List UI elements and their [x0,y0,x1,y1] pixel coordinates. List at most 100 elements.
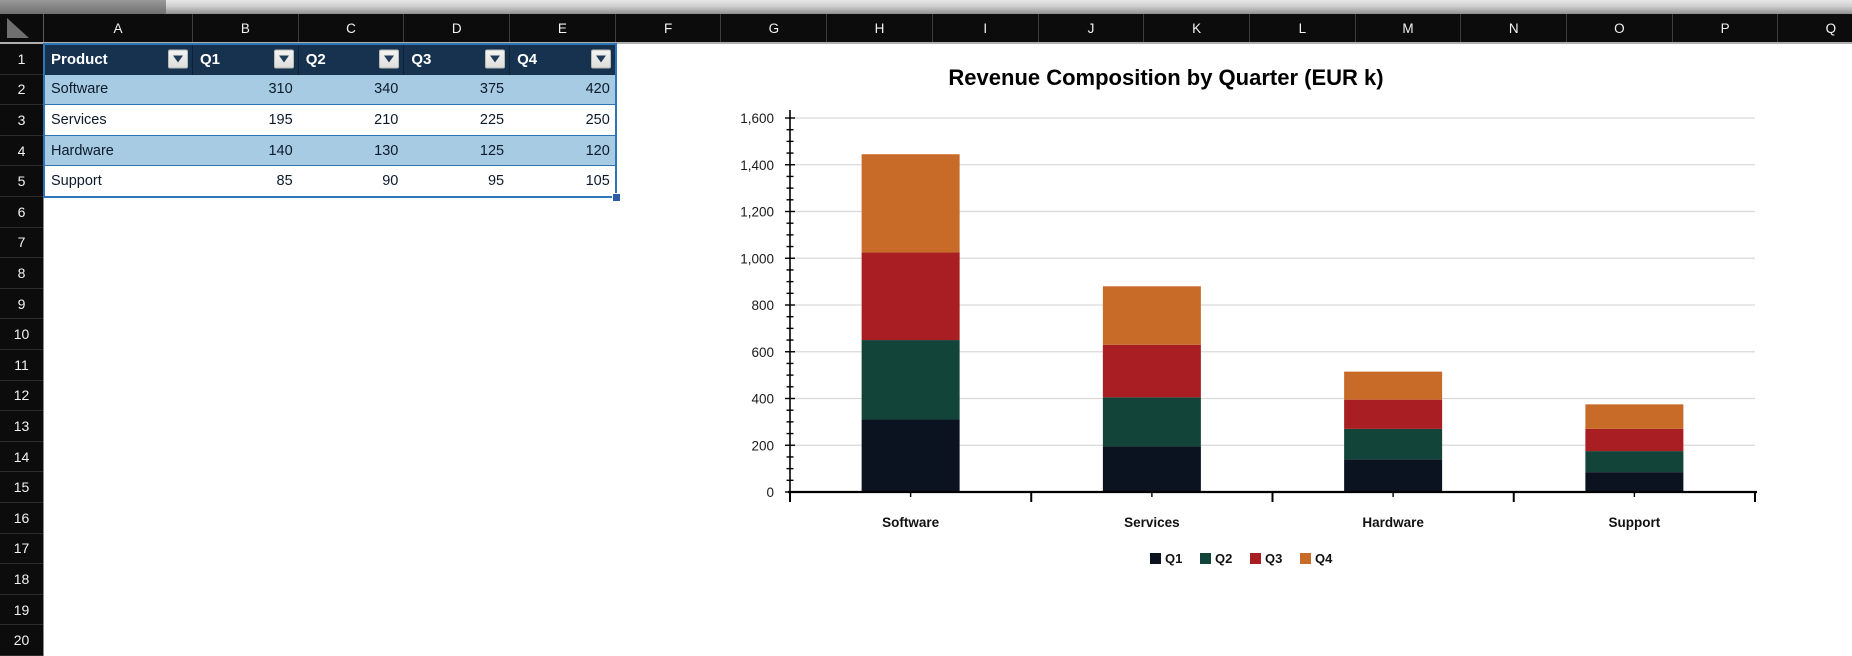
filter-dropdown-button[interactable] [379,49,400,69]
row-header-5[interactable]: 5 [0,166,43,197]
table-cell-value[interactable]: 210 [298,105,405,136]
column-header-O[interactable]: O [1567,14,1673,42]
y-axis-label: 400 [751,392,774,407]
table-cell-product[interactable]: Services [44,105,193,136]
row-header-4[interactable]: 4 [0,136,43,167]
row-header-9[interactable]: 9 [0,289,43,320]
filter-dropdown-button[interactable] [590,49,611,69]
row-header-18[interactable]: 18 [0,564,43,595]
filter-dropdown-button[interactable] [168,49,188,69]
bar-segment-services-q1 [1102,446,1201,492]
table-header-label: Q1 [200,50,221,68]
column-header-E[interactable]: E [510,14,616,42]
table-cell-product[interactable]: Hardware [44,135,193,167]
y-axis-label: 1,600 [740,111,774,126]
y-axis-label: 800 [751,298,774,313]
chevron-down-icon [173,55,183,63]
bar-segment-support-q1 [1585,472,1684,492]
column-header-K[interactable]: K [1144,14,1250,42]
column-header-L[interactable]: L [1250,14,1356,42]
table-header-cell-q1[interactable]: Q1 [193,44,299,75]
legend-swatch-q2 [1200,553,1211,564]
table-cell-value[interactable]: 225 [404,105,511,136]
x-axis-category-label: Support [1609,515,1661,530]
bar-segment-services-q2 [1102,397,1201,447]
row-header-17[interactable]: 17 [0,534,43,565]
row-header-7[interactable]: 7 [0,228,43,259]
bar-segment-hardware-q2 [1344,428,1443,460]
bar-segment-support-q4 [1585,404,1684,429]
legend-swatch-q3 [1250,553,1261,564]
y-axis-label: 0 [766,485,774,500]
row-header-12[interactable]: 12 [0,381,43,412]
bar-segment-support-q2 [1585,451,1684,473]
filter-dropdown-button[interactable] [273,49,294,69]
row-header-3[interactable]: 3 [0,105,43,136]
column-header-F[interactable]: F [616,14,722,42]
legend-label-q4: Q4 [1315,551,1333,566]
column-header-J[interactable]: J [1039,14,1145,42]
y-axis-label: 1,400 [740,158,774,173]
y-axis-label: 1,200 [740,205,774,220]
column-header-B[interactable]: B [193,14,299,42]
column-header-C[interactable]: C [299,14,405,42]
table-cell-value[interactable]: 90 [298,166,405,197]
legend-label-q1: Q1 [1165,551,1182,566]
table-cell-value[interactable]: 95 [404,166,511,197]
row-header-13[interactable]: 13 [0,411,43,442]
column-header-I[interactable]: I [933,14,1039,42]
column-header-A[interactable]: A [44,14,193,42]
column-header-P[interactable]: P [1673,14,1779,42]
table-cell-value[interactable]: 420 [510,74,616,106]
row-header-20[interactable]: 20 [0,625,43,656]
row-header-10[interactable]: 10 [0,319,43,350]
column-header-M[interactable]: M [1356,14,1462,42]
row-header-11[interactable]: 11 [0,350,43,381]
table-cell-value[interactable]: 375 [404,74,511,106]
legend-swatch-q1 [1150,553,1161,564]
chevron-down-icon [595,55,606,63]
bar-segment-software-q1 [861,419,960,492]
legend-label-q2: Q2 [1215,551,1232,566]
table-header-cell-q4[interactable]: Q4 [510,44,616,75]
table-cell-value[interactable]: 105 [510,166,616,197]
column-header-N[interactable]: N [1461,14,1568,42]
table-cell-value[interactable]: 130 [298,135,405,167]
table-cell-value[interactable]: 310 [193,74,299,106]
row-header-16[interactable]: 16 [0,503,43,534]
bar-segment-services-q4 [1102,286,1201,345]
row-header-6[interactable]: 6 [0,197,43,228]
chart-title: Revenue Composition by Quarter (EUR k) [948,65,1383,90]
table-cell-value[interactable]: 195 [193,105,299,136]
column-header-G[interactable]: G [722,14,828,42]
table-cell-value[interactable]: 250 [510,105,616,136]
select-all-triangle-icon [7,18,29,38]
table-cell-product[interactable]: Support [44,166,193,197]
table-header-cell-q2[interactable]: Q2 [298,44,405,75]
table-cell-value[interactable]: 340 [298,74,405,106]
fill-handle[interactable] [611,193,621,202]
row-header-1[interactable]: 1 [0,44,43,75]
bar-segment-software-q4 [861,154,960,253]
table-header-cell-q3[interactable]: Q3 [404,44,511,75]
table-cell-product[interactable]: Software [44,74,193,106]
column-header-D[interactable]: D [404,14,511,42]
table-cell-value[interactable]: 140 [193,135,299,167]
table-cell-value[interactable]: 125 [404,135,511,167]
row-header-15[interactable]: 15 [0,472,43,503]
table-cell-value[interactable]: 85 [193,166,299,197]
bar-segment-software-q2 [861,340,960,420]
chevron-down-icon [278,55,289,63]
select-all-corner[interactable] [0,14,44,42]
filter-dropdown-button[interactable] [485,49,506,69]
column-header-H[interactable]: H [827,14,933,42]
row-header-2[interactable]: 2 [0,75,43,106]
row-header-8[interactable]: 8 [0,258,43,289]
table-cell-value[interactable]: 120 [510,135,616,167]
column-header-Q[interactable]: Q [1779,14,1852,42]
table-header-cell-product[interactable]: Product [44,44,193,75]
row-header-19[interactable]: 19 [0,595,43,626]
table-header-label: Product [51,50,108,68]
row-header-14[interactable]: 14 [0,442,43,473]
